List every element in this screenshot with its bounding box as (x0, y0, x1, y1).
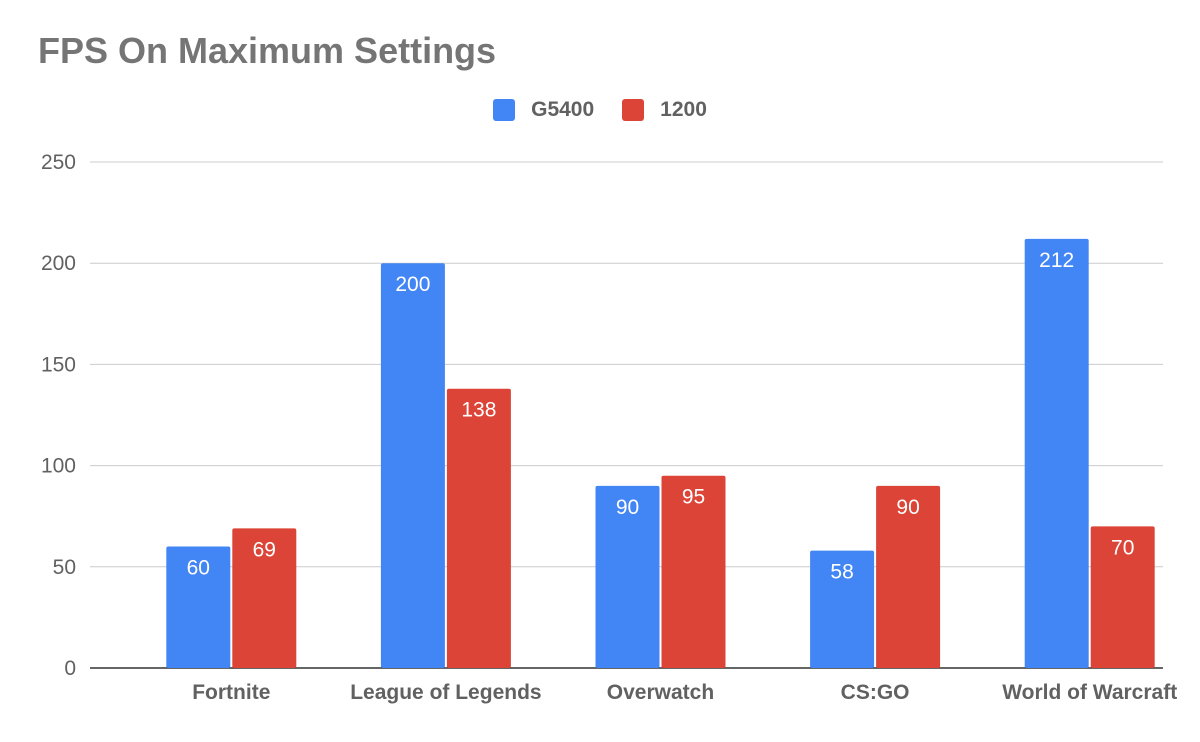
data-label-2-4: 90 (896, 496, 919, 519)
legend-label-series-2: 1200 (660, 98, 707, 121)
bar-2-4 (876, 485, 941, 668)
legend-label-series-1: G5400 (531, 98, 595, 121)
bar-1-2 (380, 263, 445, 668)
legend-item-series-1: G5400 (493, 98, 594, 122)
bar-2-3 (661, 475, 726, 668)
x-category-label-4: CS:GO (841, 681, 910, 704)
legend-swatch-series-2 (622, 99, 645, 121)
data-label-1-1: 60 (187, 557, 210, 580)
data-label-1-5: 212 (1039, 249, 1074, 272)
y-tick-label-0: 0 (64, 657, 76, 680)
bar-1-1 (166, 546, 231, 668)
y-tick-label-200: 200 (41, 252, 76, 275)
y-tick-label-50: 50 (53, 556, 76, 579)
bar-1-4 (810, 550, 875, 668)
data-label-1-3: 90 (616, 496, 639, 519)
x-category-label-3: Overwatch (607, 681, 714, 704)
y-tick-label-100: 100 (41, 455, 76, 478)
y-tick-label-250: 250 (41, 151, 76, 174)
data-label-2-3: 95 (682, 486, 705, 509)
bar-1-5 (1024, 238, 1089, 669)
bar-1-3 (595, 485, 660, 668)
bar-2-5 (1090, 526, 1155, 668)
y-tick-label-150: 150 (41, 353, 76, 376)
data-label-2-1: 69 (253, 538, 276, 561)
bar-2-1 (232, 528, 297, 668)
x-category-label-2: League of Legends (350, 681, 541, 704)
chart-title: FPS On Maximum Settings (38, 30, 497, 71)
data-label-2-2: 138 (461, 399, 496, 422)
data-label-1-4: 58 (830, 561, 853, 584)
data-label-2-5: 70 (1111, 536, 1134, 559)
legend-swatch-series-1 (493, 99, 516, 121)
data-label-1-2: 200 (395, 273, 430, 296)
legend: G5400 1200 (0, 98, 1200, 122)
x-category-label-5: World of Warcraft (1002, 681, 1177, 704)
legend-item-series-2: 1200 (622, 98, 707, 122)
x-category-label-1: Fortnite (192, 681, 270, 704)
bar-2-2 (446, 388, 511, 668)
